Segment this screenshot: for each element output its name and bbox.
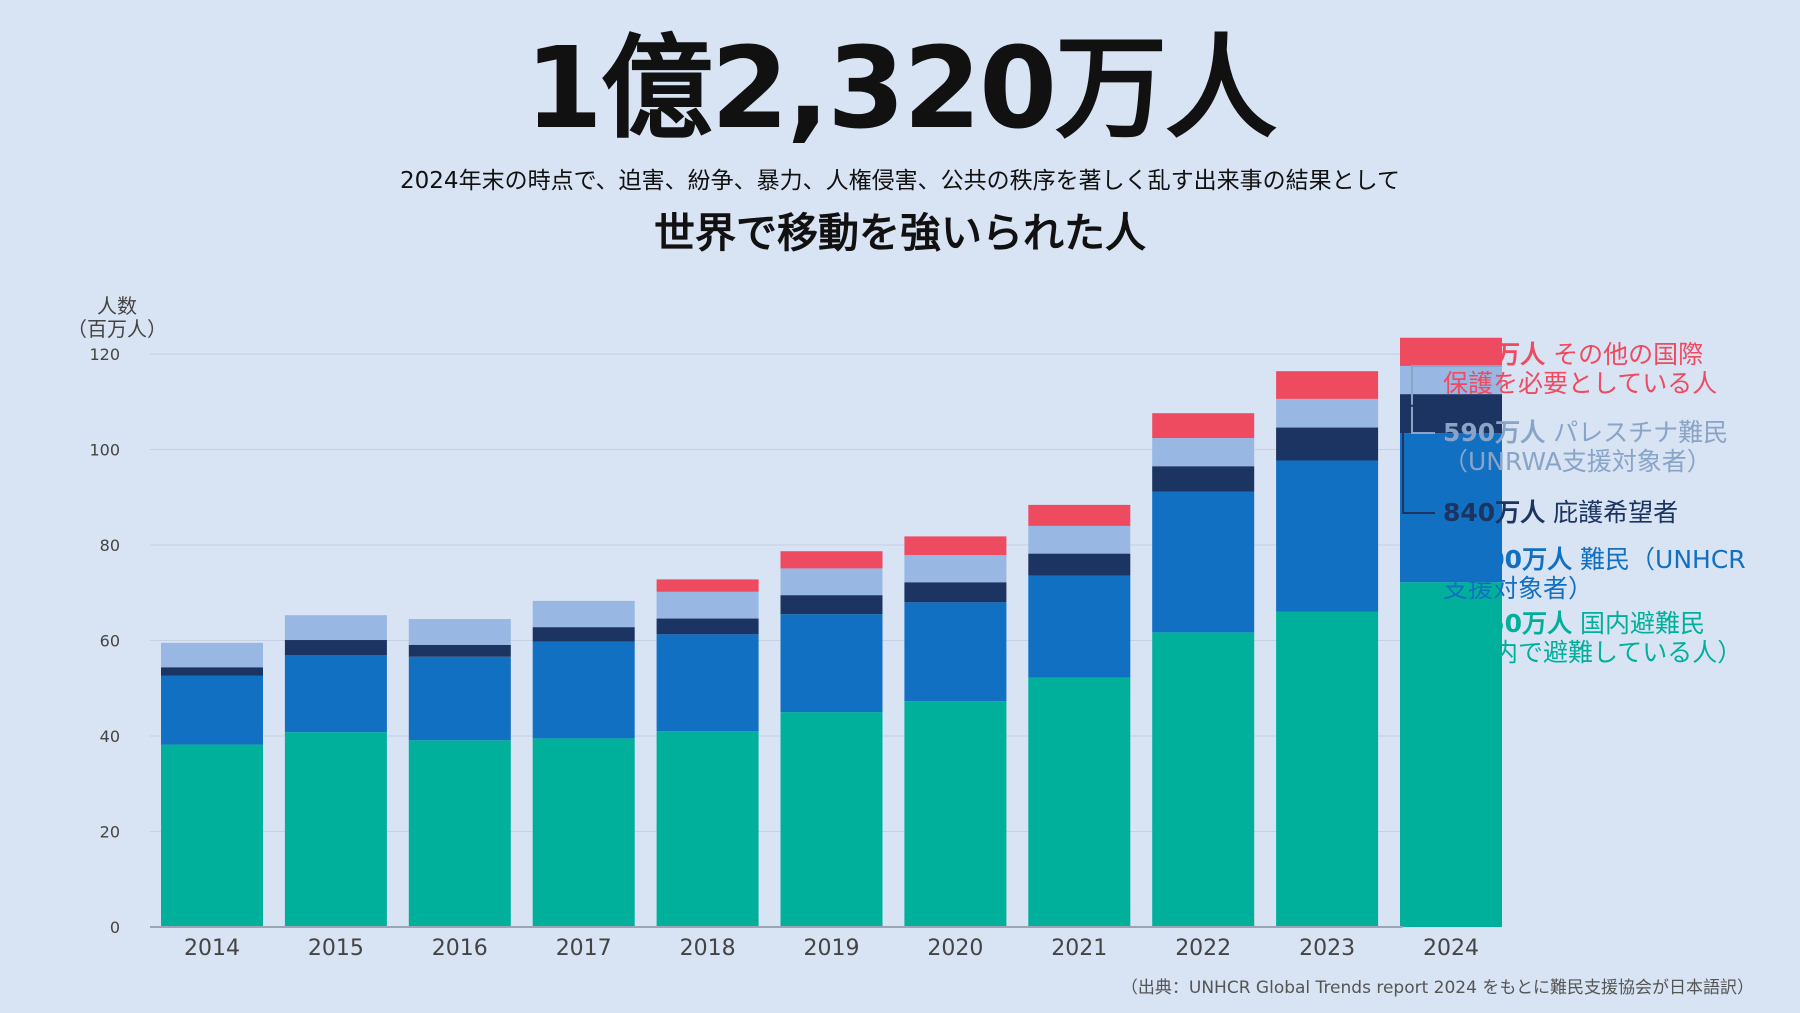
bar-segment <box>656 591 759 619</box>
bar-segment <box>656 618 759 635</box>
x-tick-label: 2018 <box>680 936 736 961</box>
bar-segment <box>1276 398 1379 428</box>
y-tick-label: 100 <box>89 441 120 460</box>
bar-segment <box>904 701 1007 927</box>
legend-label: 840万人 庇護希望者 <box>1443 498 1678 527</box>
y-tick-label: 40 <box>100 727 120 746</box>
legend-label: 7,350万人 国内避難民 <box>1443 609 1705 638</box>
legend-value: 3,100万人 <box>1443 545 1572 574</box>
bar-segment <box>904 582 1007 603</box>
x-tick-label: 2022 <box>1175 936 1231 961</box>
bar-segment <box>161 642 263 668</box>
bar-segment <box>284 655 387 733</box>
bar-segment <box>161 744 263 927</box>
bar-segment <box>1400 582 1502 927</box>
bar-segment <box>532 600 635 628</box>
y-tick-label: 20 <box>100 823 120 842</box>
bar-segment <box>284 615 387 641</box>
bar-segment <box>1152 438 1255 467</box>
bar-segment <box>408 656 511 741</box>
bar-segment <box>780 595 883 615</box>
bar-segment <box>1400 394 1502 434</box>
headline-description: 2024年末の時点で、迫害、紛争、暴力、人権侵害、公共の秩序を著しく乱す出来事の… <box>400 168 1400 194</box>
bar-segment <box>1276 427 1379 461</box>
legend-name: パレスチナ難民 <box>1545 418 1728 447</box>
bar-segment <box>904 536 1007 556</box>
bar-segment <box>1028 553 1131 576</box>
bar-segment <box>532 738 635 927</box>
y-tick-label: 120 <box>89 345 120 364</box>
bar-segment <box>408 644 511 657</box>
bar-segment <box>408 619 511 645</box>
bar-segment <box>1152 632 1255 927</box>
bar-segment <box>656 579 759 592</box>
legend-label-line2: 保護を必要としている人 <box>1443 369 1717 398</box>
headline-total: 1億2,320万人 <box>524 24 1277 154</box>
legend-name: その他の国際 <box>1545 340 1703 369</box>
bar-segment <box>780 551 883 569</box>
bar-segment <box>1276 611 1379 927</box>
bar-segment <box>1276 460 1379 612</box>
bar-segment <box>656 731 759 927</box>
legend-name: 庇護希望者 <box>1545 498 1678 527</box>
legend-connector <box>1411 365 1502 434</box>
source-note: （出典：UNHCR Global Trends report 2024 をもとに… <box>1120 978 1754 998</box>
y-axis-title: （百万人） <box>67 317 167 341</box>
x-tick-label: 2014 <box>184 936 240 961</box>
bar-segment <box>1400 433 1502 583</box>
bar-segment <box>1028 504 1131 526</box>
x-tick-label: 2015 <box>308 936 364 961</box>
bar-segment <box>1028 525 1131 554</box>
bar-segment <box>161 667 263 676</box>
bar-segment <box>1152 413 1255 439</box>
legend-label: 590万人 パレスチナ難民 <box>1443 418 1728 447</box>
bar-segment <box>1400 365 1502 395</box>
x-tick-label: 2020 <box>927 936 983 961</box>
legend-label: 590万人 その他の国際 <box>1443 340 1703 369</box>
y-tick-label: 60 <box>100 632 120 651</box>
y-tick-label: 0 <box>110 918 120 937</box>
legend-label: 3,100万人 難民（UNHCR <box>1443 545 1746 574</box>
bar-segment <box>780 712 883 927</box>
bar-segment <box>780 614 883 713</box>
bar-segment <box>656 634 759 732</box>
legend-label-line2: 支援対象者） <box>1443 574 1593 603</box>
x-tick-label: 2016 <box>432 936 488 961</box>
bar-segment <box>161 675 263 745</box>
legend-name: 難民（UNHCR <box>1572 545 1746 574</box>
bar-segment <box>284 640 387 656</box>
x-tick-label: 2019 <box>804 936 860 961</box>
x-tick-label: 2023 <box>1299 936 1355 961</box>
x-tick-label: 2021 <box>1051 936 1107 961</box>
legend-value: 7,350万人 <box>1443 609 1572 638</box>
chart-subtitle: 世界で移動を強いられた人 <box>654 209 1146 257</box>
y-tick-label: 80 <box>100 536 120 555</box>
legend-connector <box>1402 404 1502 514</box>
legend-value: 840万人 <box>1443 498 1545 527</box>
bar-segment <box>408 740 511 927</box>
bar-segment <box>1152 491 1255 633</box>
bar-segment <box>1028 575 1131 678</box>
legend-value: 590万人 <box>1443 340 1545 369</box>
legend-name: 国内避難民 <box>1572 609 1705 638</box>
y-axis-title: 人数 <box>97 294 137 318</box>
bar-segment <box>1276 371 1379 399</box>
bar-segment <box>1028 677 1131 927</box>
bar-segment <box>532 641 635 739</box>
legend-label-line2: （国内で避難している人） <box>1443 638 1742 667</box>
x-tick-label: 2024 <box>1423 936 1479 961</box>
bar-segment <box>780 568 883 596</box>
bar-segment <box>904 555 1007 583</box>
x-tick-label: 2017 <box>556 936 612 961</box>
legend-value: 590万人 <box>1443 418 1545 447</box>
bar-segment <box>532 627 635 642</box>
bar-segment <box>904 602 1007 702</box>
bar-segment <box>284 732 387 927</box>
legend-label-line2: （UNRWA支援対象者） <box>1443 447 1712 476</box>
bar-segment <box>1152 466 1255 492</box>
